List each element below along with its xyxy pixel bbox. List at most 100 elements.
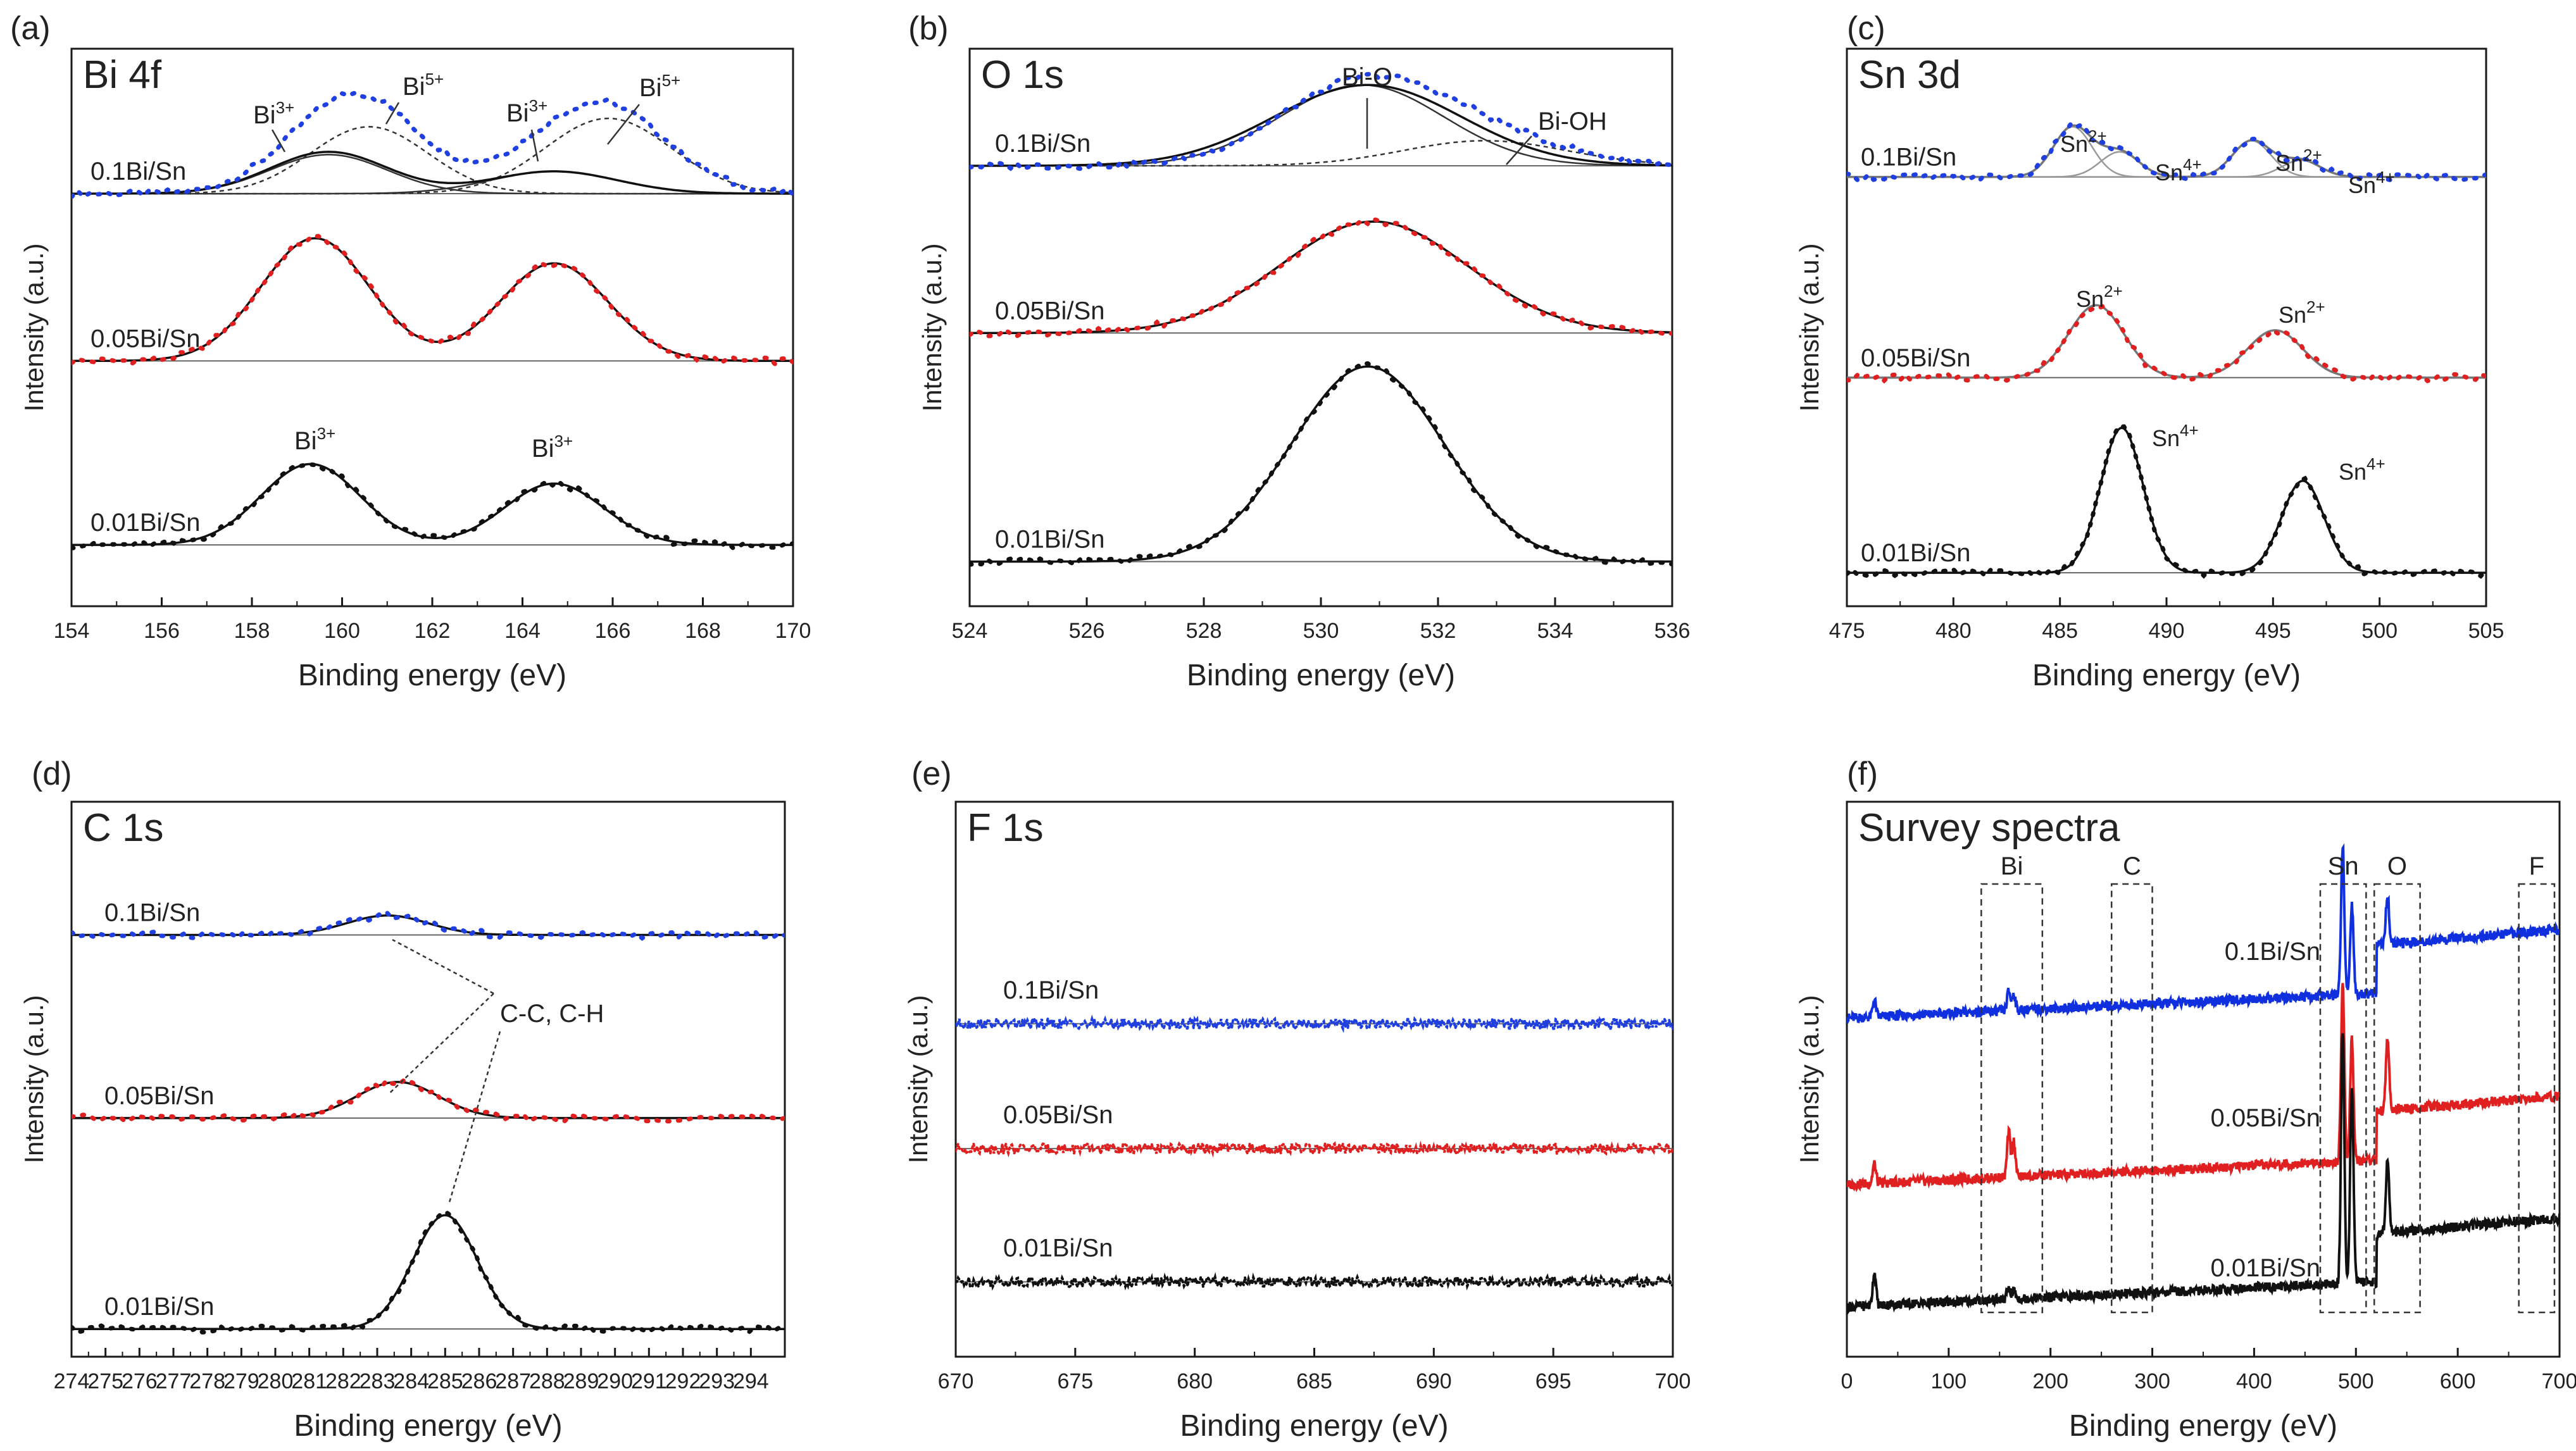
plot-area xyxy=(956,1014,1673,1292)
peak-label: Sn2+ xyxy=(2060,127,2107,157)
series-label: 0.05Bi/Sn xyxy=(91,325,200,352)
plot-area xyxy=(72,90,793,551)
peak-label: Bi5+ xyxy=(403,70,444,101)
data-points xyxy=(1847,121,2486,183)
peak-label: Sn4+ xyxy=(2339,454,2385,485)
data-points xyxy=(970,216,1672,339)
y-axis-label: Intensity (a.u.) xyxy=(19,243,49,411)
series-label: 0.1Bi/Sn xyxy=(104,899,200,926)
x-tick-label: 170 xyxy=(775,619,811,643)
region-label: Bi xyxy=(2001,852,2023,880)
series-label: 0.01Bi/Sn xyxy=(1861,539,1970,567)
peak-label: Bi3+ xyxy=(532,432,573,463)
series-label: 0.01Bi/Sn xyxy=(2211,1254,2320,1282)
x-tick-label: 100 xyxy=(1930,1369,1966,1393)
x-axis-label: Binding energy (eV) xyxy=(298,659,566,692)
x-tick-label: 290 xyxy=(597,1369,633,1393)
x-tick-label: 292 xyxy=(665,1369,701,1393)
x-axis-label: Binding energy (eV) xyxy=(2032,659,2301,692)
plot-area xyxy=(970,71,1672,568)
x-tick-label: 162 xyxy=(415,619,451,643)
panel-label: (b) xyxy=(908,10,949,47)
annotation-line xyxy=(607,104,640,145)
x-tick-label: 166 xyxy=(595,619,631,643)
x-tick-label: 154 xyxy=(54,619,90,643)
annotation-line xyxy=(1506,135,1532,165)
x-tick-label: 277 xyxy=(156,1369,192,1393)
series-label: 0.01Bi/Sn xyxy=(995,526,1104,554)
data-points xyxy=(72,909,785,942)
panel-title: Bi 4f xyxy=(83,53,162,97)
x-tick-label: 475 xyxy=(1829,619,1865,643)
x-tick-label: 285 xyxy=(427,1369,463,1393)
x-tick-label: 670 xyxy=(938,1369,974,1393)
series-label: 0.1Bi/Sn xyxy=(1861,144,1956,171)
x-tick-label: 685 xyxy=(1296,1369,1332,1393)
x-tick-label: 288 xyxy=(529,1369,565,1393)
panel-3: (c) Sn 3d 475 480 485 490 495 500 505 Binding ene… xyxy=(1794,10,2504,692)
data-points xyxy=(970,361,1672,568)
panel-title: O 1s xyxy=(981,53,1064,97)
annotation-line xyxy=(385,102,400,125)
x-tick-label: 526 xyxy=(1069,619,1105,643)
peak-label: Bi-O xyxy=(1342,63,1392,91)
x-tick-label: 675 xyxy=(1057,1369,1093,1393)
region-label: O xyxy=(2387,852,2407,880)
peak-label: Sn4+ xyxy=(2155,155,2202,185)
region-label: C xyxy=(2123,852,2141,880)
data-points xyxy=(956,1272,1673,1292)
data-points xyxy=(72,90,793,200)
peak-label: Bi5+ xyxy=(639,71,680,102)
region-box xyxy=(2518,883,2556,1314)
panel-title: C 1s xyxy=(83,806,163,850)
panel-label: (d) xyxy=(32,756,72,792)
fit-envelope xyxy=(970,84,1672,167)
series-label: 0.05Bi/Sn xyxy=(2211,1104,2320,1132)
x-tick-label: 168 xyxy=(685,619,721,643)
peak-label: Sn2+ xyxy=(2275,146,2322,176)
region-label: F xyxy=(2529,852,2544,880)
axes-frame xyxy=(70,800,786,1358)
y-axis-label: Intensity (a.u.) xyxy=(19,995,49,1163)
panel-label: (f) xyxy=(1847,756,1878,792)
annotation-line xyxy=(530,129,539,162)
panel-title: Sn 3d xyxy=(1858,53,1961,97)
peak-label: Sn4+ xyxy=(2348,168,2395,198)
panel-title: Survey spectra xyxy=(1858,806,2120,850)
survey-line xyxy=(1847,1033,2560,1316)
x-tick-label: 530 xyxy=(1303,619,1339,643)
y-axis-label: Intensity (a.u.) xyxy=(917,243,947,411)
series-label: 0.1Bi/Sn xyxy=(1003,976,1099,1004)
plot-area xyxy=(1847,843,2560,1316)
series-label: 0.1Bi/Sn xyxy=(995,130,1091,158)
x-tick-label: 495 xyxy=(2255,619,2291,643)
x-tick-label: 284 xyxy=(393,1369,429,1393)
data-points xyxy=(72,1077,785,1124)
x-tick-label: 282 xyxy=(325,1369,361,1393)
x-tick-label: 283 xyxy=(360,1369,396,1393)
plot-area xyxy=(1847,121,2486,580)
data-points xyxy=(1847,304,2486,384)
x-axis-label: Binding energy (eV) xyxy=(1187,659,1455,692)
x-tick-label: 275 xyxy=(87,1369,123,1393)
x-tick-label: 281 xyxy=(291,1369,327,1393)
component-peak xyxy=(72,117,793,195)
x-tick-label: 532 xyxy=(1420,619,1456,643)
x-tick-label: 300 xyxy=(2134,1369,2170,1393)
annotation-line xyxy=(448,1031,501,1203)
x-tick-label: 293 xyxy=(699,1369,735,1393)
panel-label: (a) xyxy=(10,10,51,47)
plot-area xyxy=(72,909,785,1335)
data-points xyxy=(72,462,793,551)
x-tick-label: 500 xyxy=(2338,1369,2374,1393)
region-box xyxy=(2319,883,2367,1314)
x-tick-label: 400 xyxy=(2236,1369,2272,1393)
survey-line xyxy=(1847,843,2560,1024)
panel-label: (c) xyxy=(1847,10,1885,47)
x-tick-label: 160 xyxy=(324,619,360,643)
peak-label: Bi3+ xyxy=(506,96,547,127)
x-tick-label: 0 xyxy=(1841,1369,1853,1393)
panel-4: (d) C 1s 274275276277278279280281282283284… xyxy=(19,756,786,1443)
x-tick-label: 294 xyxy=(733,1369,769,1393)
annotation-line xyxy=(392,938,494,995)
